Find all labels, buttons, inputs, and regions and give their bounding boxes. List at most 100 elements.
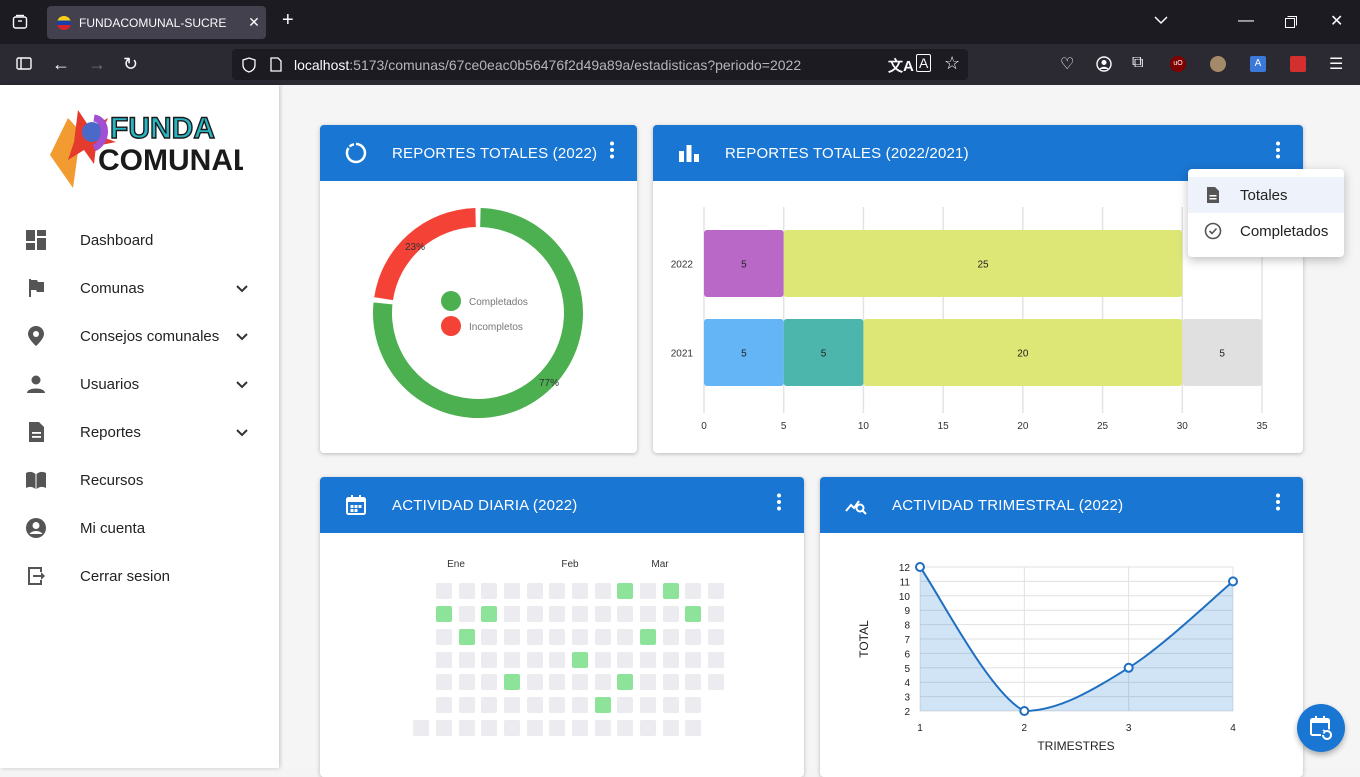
- calendar-icon: [346, 495, 366, 515]
- donut-value-label: 77%: [539, 378, 559, 389]
- heatmap-cell: [459, 674, 475, 690]
- browser-nav-bar: ← → ↻ localhost:5173/comunas/67ce0eac0b5…: [0, 44, 1360, 85]
- heatmap-cell: [504, 652, 520, 668]
- close-tab-icon[interactable]: ✕: [248, 14, 260, 30]
- browser-tab[interactable]: FUNDACOMUNAL-SUCRE ✕: [47, 6, 266, 39]
- card-header: REPORTES TOTALES (2022/2021): [653, 125, 1303, 181]
- bar-segment: [1182, 319, 1262, 386]
- y-tick-label: 2021: [671, 349, 694, 360]
- heatmap-cell: [663, 652, 679, 668]
- heatmap-cell: [595, 652, 611, 668]
- heatmap-cell: [708, 652, 724, 668]
- chevron-down-icon[interactable]: [234, 280, 250, 296]
- sidebar-item-dashboard[interactable]: Dashboard: [0, 216, 279, 264]
- legend-swatch: [441, 316, 461, 336]
- translate-icon[interactable]: 文A: [888, 58, 914, 75]
- heatmap-cell: [459, 652, 475, 668]
- minimize-icon[interactable]: —: [1238, 12, 1254, 29]
- heatmap-cell: [549, 720, 565, 736]
- heatmap-cell: [572, 583, 588, 599]
- sidebar-item-cerrar-sesion[interactable]: Cerrar sesion: [0, 552, 279, 600]
- app-menu-icon[interactable]: ☰: [1329, 56, 1344, 73]
- back-arrow-icon[interactable]: ←: [52, 54, 70, 74]
- heatmap-cell: [617, 697, 633, 713]
- heatmap-cell: [595, 720, 611, 736]
- x-tick-label: 25: [1097, 421, 1109, 432]
- card-title: REPORTES TOTALES (2022): [392, 145, 598, 162]
- sidebar-item-recursos[interactable]: Recursos: [0, 456, 279, 504]
- heatmap-cell-active: [640, 629, 656, 645]
- legend-label: Incompletos: [469, 322, 523, 333]
- x-tick-label: 10: [858, 421, 870, 432]
- chevron-down-icon[interactable]: [234, 376, 250, 392]
- sidebar-item-consejos-comunales[interactable]: Consejos comunales: [0, 312, 279, 360]
- shield-icon[interactable]: [242, 56, 256, 73]
- translator-extension-icon[interactable]: A: [1250, 56, 1266, 72]
- chevron-down-icon[interactable]: [234, 424, 250, 440]
- heatmap-cell-active: [663, 583, 679, 599]
- more-vert-icon[interactable]: [609, 141, 615, 159]
- heatmap-cell: [436, 583, 452, 599]
- sidebar-item-label: Dashboard: [80, 231, 154, 249]
- heatmap-cell: [436, 652, 452, 668]
- restore-icon[interactable]: [1285, 16, 1297, 28]
- url-bar[interactable]: localhost:5173/comunas/67ce0eac0b56476f2…: [232, 49, 968, 80]
- area-fill: [920, 567, 1233, 711]
- menu-item-completados[interactable]: Completados: [1188, 213, 1344, 249]
- sidebar-item-usuarios[interactable]: Usuarios: [0, 360, 279, 408]
- heatmap-cell: [663, 720, 679, 736]
- tab-overflow-chevron-icon[interactable]: [1154, 15, 1168, 25]
- heatmap-cell: [459, 697, 475, 713]
- more-vert-icon[interactable]: [776, 493, 782, 511]
- bar-value-label: 20: [1017, 349, 1029, 360]
- heatmap-cell: [527, 697, 543, 713]
- menu-item-totales[interactable]: Totales: [1188, 177, 1344, 213]
- sidebar-item-label: Mi cuenta: [80, 519, 146, 537]
- reader-translate-icon[interactable]: A: [916, 54, 932, 72]
- heatmap-cell: [549, 629, 565, 645]
- url-host: localhost: [294, 56, 350, 73]
- ublock-icon[interactable]: uO: [1170, 56, 1186, 72]
- sidebar-item-reportes[interactable]: Reportes: [0, 408, 279, 456]
- heatmap-cell: [685, 720, 701, 736]
- more-vert-icon[interactable]: [1275, 493, 1281, 511]
- heatmap-cell: [436, 697, 452, 713]
- month-label: Ene: [447, 559, 465, 570]
- heatmap-cell: [481, 583, 497, 599]
- bar-value-label: 5: [741, 349, 747, 360]
- pocket-icon[interactable]: ♡: [1060, 56, 1075, 73]
- data-point: [915, 562, 925, 572]
- chevron-down-icon[interactable]: [234, 328, 250, 344]
- change-period-button[interactable]: [1297, 704, 1345, 752]
- heatmap-cell: [549, 652, 565, 668]
- heatmap-cell: [436, 629, 452, 645]
- sidebar-item-comunas[interactable]: Comunas: [0, 264, 279, 312]
- reload-icon[interactable]: ↻: [123, 54, 139, 74]
- account-icon[interactable]: [1096, 56, 1112, 72]
- close-window-icon[interactable]: ✕: [1330, 13, 1344, 30]
- owl-extension-icon[interactable]: [1210, 56, 1226, 72]
- card-reportes-comparativo: REPORTES TOTALES (2022/2021) 0 5 10 15 20 25 3…: [653, 125, 1303, 453]
- heatmap-cell: [640, 697, 656, 713]
- bookmark-star-icon[interactable]: ☆: [944, 53, 961, 73]
- sidebar-item-mi-cuenta[interactable]: Mi cuenta: [0, 504, 279, 552]
- heatmap-cell: [708, 674, 724, 690]
- y-axis-label: TOTAL: [857, 620, 871, 658]
- tab-list-icon[interactable]: [12, 14, 28, 30]
- heatmap-cell: [685, 697, 701, 713]
- new-tab-icon[interactable]: +: [282, 9, 294, 31]
- forward-arrow-icon[interactable]: →: [88, 54, 106, 74]
- heatmap-cell: [436, 674, 452, 690]
- heatmap-cell: [549, 606, 565, 622]
- extensions-icon[interactable]: ⧉: [1132, 54, 1144, 71]
- bar-value-label: 25: [977, 260, 989, 271]
- sidebar-toggle-icon[interactable]: [16, 56, 32, 72]
- heatmap-cell: [617, 652, 633, 668]
- more-vert-icon[interactable]: [1275, 141, 1281, 159]
- sidebar-item-label: Consejos comunales: [80, 327, 220, 345]
- flag-icon: [29, 279, 44, 297]
- heatmap-cell: [527, 652, 543, 668]
- sidebar: FUNDA COMUNAL Dashboard Comunas Consejos…: [0, 85, 279, 768]
- red-extension-icon[interactable]: [1290, 56, 1306, 72]
